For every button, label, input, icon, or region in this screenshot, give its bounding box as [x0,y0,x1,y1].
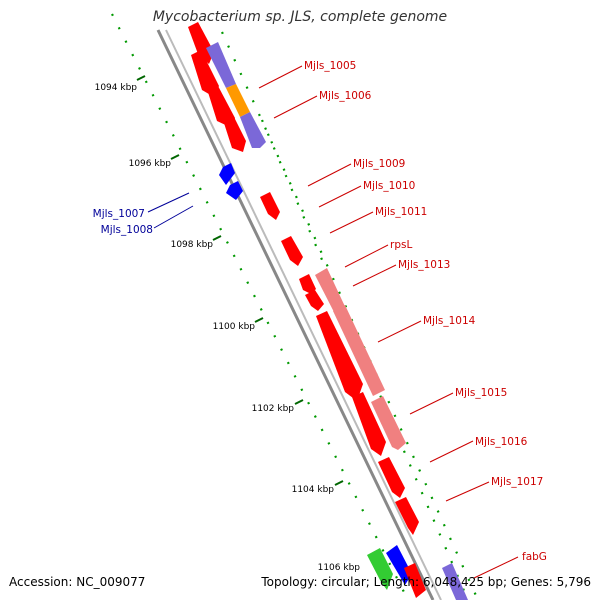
ruler-label: 1106 kbp [318,563,361,573]
gene-label[interactable]: Mjls_1007 [93,208,145,220]
gene-label[interactable]: Mjls_1011 [375,206,427,218]
gene-arrow-mjls-1011[interactable] [305,290,324,311]
gene-arrow-mjls-1005-alt[interactable] [207,84,235,128]
ruler-label: 1098 kbp [171,240,214,250]
ruler-ticks [136,75,344,486]
forward-strand-genes [188,22,468,600]
ruler-label: 1100 kbp [213,322,256,332]
gene-arrow-red-fabg[interactable] [404,563,426,598]
gene-arrow-pink-1015[interactable] [371,396,406,450]
ruler-label: 1104 kbp [292,485,335,495]
gene-arrow-red-1[interactable] [188,22,214,64]
gene-arrow-purple-1[interactable] [206,42,236,88]
ruler-label: 1096 kbp [129,159,172,169]
reverse-strand-genes [219,163,243,200]
ruler-label: 1102 kbp [252,404,295,414]
gene-arrow-mjls-1008[interactable] [226,181,243,200]
gene-label[interactable]: Mjls_1016 [475,436,528,448]
gene-arrow-mjls-1010[interactable] [281,236,303,266]
gene-arrow-mjls-1014[interactable] [316,311,363,401]
gene-label[interactable]: Mjls_1014 [423,315,476,327]
leader-lines [147,65,519,579]
genome-summary-text: Topology: circular; Length: 6,048,425 bp… [261,575,591,589]
gene-arrow-mjls-1005[interactable] [191,50,219,97]
gene-label[interactable]: Mjls_1008 [101,224,153,236]
ruler-labels: 1094 kbp 1096 kbp 1098 kbp 1100 kbp 1102… [95,83,361,573]
forward-gene-labels: Mjls_1005 Mjls_1006 Mjls_1009 Mjls_1010 … [304,60,547,563]
gene-arrow-orange[interactable] [226,84,250,117]
gene-arrow-mjls-1009[interactable] [260,192,280,220]
genome-backbone [156,29,442,600]
gene-label[interactable]: Mjls_1006 [319,90,372,102]
gene-arrow-purple-3[interactable] [442,563,468,600]
gene-label[interactable]: Mjls_1010 [363,180,415,192]
gene-label[interactable]: Mjls_1015 [455,387,507,399]
ruler-label: 1094 kbp [95,83,138,93]
map-title: Mycobacterium sp. JLS, complete genome [152,9,448,25]
gene-arrow-purple-2[interactable] [240,112,266,148]
gene-arrow-mjls-1017[interactable] [395,497,419,535]
gene-label[interactable]: Mjls_1017 [491,476,543,488]
gene-label[interactable]: rpsL [390,239,412,251]
gene-arrow-pink-1013[interactable] [315,268,348,318]
gene-label[interactable]: Mjls_1013 [398,259,450,271]
gene-arrow-green[interactable] [367,548,393,590]
outer-guide-rings [111,13,480,600]
gene-arrow-blue[interactable] [386,545,412,585]
accession-text: Accession: NC_009077 [9,575,146,589]
gene-arrow-pink-1014[interactable] [333,305,385,396]
gene-arrow-mjls-1007[interactable] [219,163,235,185]
gene-label[interactable]: Mjls_1005 [304,60,356,72]
gene-label[interactable]: Mjls_1009 [353,158,405,170]
gene-arrow-rpsl[interactable] [299,274,316,294]
gene-arrow-mjls-1006[interactable] [223,115,246,152]
reverse-gene-labels: Mjls_1007 Mjls_1008 [93,208,153,236]
gene-arrow-mjls-1016[interactable] [378,457,405,498]
gene-label[interactable]: fabG [522,551,547,563]
gene-arrow-mjls-1015[interactable] [352,392,386,456]
